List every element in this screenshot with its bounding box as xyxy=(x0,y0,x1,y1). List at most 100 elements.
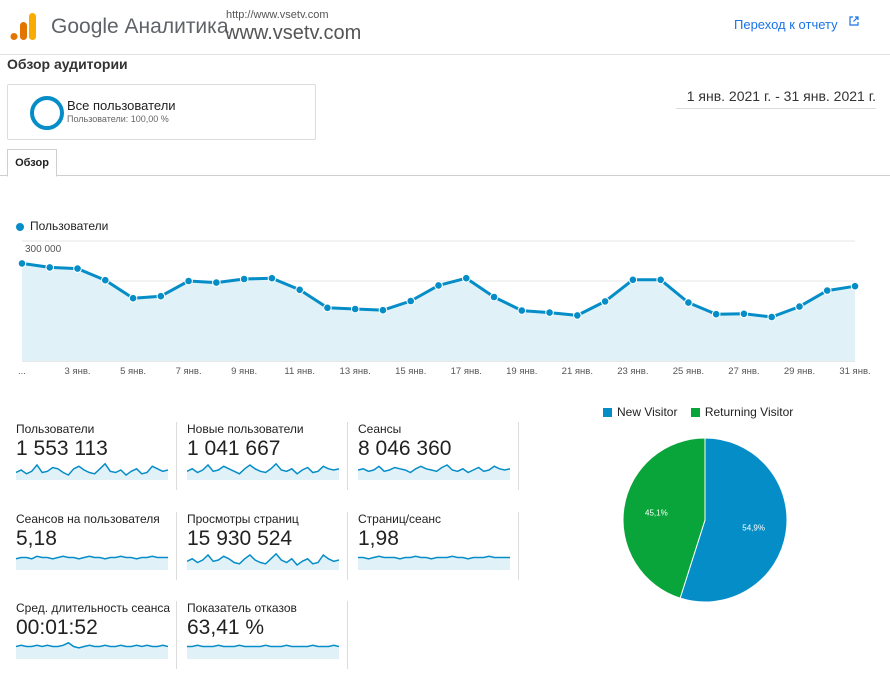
sparkline-line xyxy=(16,555,168,560)
site-url: www.vsetv.com xyxy=(225,22,362,44)
pie-slice-label: 54,9% xyxy=(742,524,765,533)
metric-sparkline xyxy=(358,555,510,570)
returning-visitor-swatch xyxy=(690,408,700,418)
y-tick-label: 300 000 xyxy=(25,244,62,255)
metric-sparkline xyxy=(187,462,339,480)
x-tick-label: ... xyxy=(18,366,26,377)
new-visitor-swatch xyxy=(603,408,612,418)
data-point xyxy=(711,309,721,319)
data-point xyxy=(239,274,249,284)
brand-name: Google Аналитика xyxy=(51,15,229,38)
metric-sparkline xyxy=(358,464,510,480)
sparkline-fill xyxy=(16,556,168,570)
segment-name: Все пользователи xyxy=(67,98,176,113)
x-tick-label: 3 янв. xyxy=(65,366,91,377)
metric-card[interactable]: Просмотры страниц 15 930 524 xyxy=(187,512,347,584)
x-tick-label: 5 янв. xyxy=(120,366,146,377)
chart-legend: Пользователи xyxy=(16,219,108,233)
data-point xyxy=(684,298,693,307)
metric-card[interactable]: Новые пользователи 1 041 667 xyxy=(187,422,347,494)
metric-label: Сред. длительность сеанса xyxy=(16,601,171,615)
data-point xyxy=(517,306,527,315)
data-point xyxy=(406,296,416,306)
sparkline-fill xyxy=(187,553,339,570)
metric-label: Сеансов на пользователя xyxy=(16,512,160,526)
metric-sparkline xyxy=(16,641,168,659)
tab-bar-line xyxy=(0,175,890,176)
go-to-report-link[interactable]: Переход к отчету xyxy=(734,17,838,32)
metric-card[interactable]: Сеансы 8 046 360 xyxy=(358,422,518,494)
data-point xyxy=(295,285,304,295)
data-point xyxy=(822,286,832,295)
metric-value: 63,41 % xyxy=(187,616,265,639)
metric-card[interactable]: Страниц/сеанс 1,98 xyxy=(358,512,518,584)
x-tick-label: 19 янв. xyxy=(506,366,537,377)
legend-returning-visitor: Returning Visitor xyxy=(704,405,794,419)
data-point xyxy=(628,275,638,285)
sparkline-line xyxy=(358,464,510,474)
metric-divider xyxy=(176,512,177,580)
metric-value: 00:01:52 xyxy=(16,616,98,639)
date-range-picker[interactable]: 1 янв. 2021 г. - 31 янв. 2021 г. xyxy=(676,88,876,109)
data-point xyxy=(101,275,110,285)
x-tick-label: 25 янв. xyxy=(673,366,704,377)
users-area-fill xyxy=(22,263,855,361)
metric-divider xyxy=(347,601,348,669)
metric-label: Пользователи xyxy=(16,422,95,436)
pie-legend: New Visitor Returning Visitor xyxy=(603,405,793,419)
sparkline-fill xyxy=(187,463,339,480)
x-tick-label: 29 янв. xyxy=(784,366,815,377)
pie-slice xyxy=(679,437,788,603)
x-tick-label: 9 янв. xyxy=(231,366,257,377)
pie-slice xyxy=(622,437,706,599)
data-point xyxy=(156,291,166,301)
site-url-small: http://www.vsetv.com xyxy=(226,9,329,21)
metric-divider xyxy=(518,422,519,490)
metric-value: 5,18 xyxy=(16,527,57,550)
page-title: Обзор аудитории xyxy=(7,56,128,72)
segment-card[interactable]: Все пользователи Пользователи: 100,00 % xyxy=(7,84,316,140)
data-point xyxy=(656,275,665,285)
data-point xyxy=(378,305,388,315)
sparkline-line xyxy=(187,462,339,475)
top-bar: Google Аналитика http://www.vsetv.com ww… xyxy=(0,0,890,55)
metric-label: Страниц/сеанс xyxy=(358,512,442,526)
legend-dot-icon xyxy=(16,222,24,231)
legend-label-users: Пользователи xyxy=(30,219,109,233)
data-point xyxy=(212,278,221,287)
metric-divider xyxy=(347,512,348,580)
data-point xyxy=(17,259,27,268)
sparkline-line xyxy=(187,552,339,567)
visitor-pie-chart[interactable]: 54,9% 45,1% xyxy=(610,425,800,615)
pie-slice-label: 45,1% xyxy=(645,508,668,517)
data-point xyxy=(545,308,554,317)
tab-overview[interactable]: Обзор xyxy=(7,149,57,177)
sparkline-line xyxy=(16,462,168,476)
metric-card[interactable]: Сред. длительность сеанса 00:01:52 xyxy=(16,601,176,673)
legend-new-visitor: New Visitor xyxy=(617,405,678,419)
segment-ring-icon xyxy=(30,96,64,130)
sparkline-line xyxy=(16,641,168,649)
x-tick-label: 13 янв. xyxy=(340,366,371,377)
external-link-icon[interactable] xyxy=(849,16,859,26)
metric-card[interactable]: Показатель отказов 63,41 % xyxy=(187,601,347,673)
data-point xyxy=(600,297,610,306)
metric-label: Показатель отказов xyxy=(187,601,297,615)
x-tick-label: 31 янв. xyxy=(839,366,870,377)
metric-value: 1 553 113 xyxy=(16,437,108,460)
analytics-logo-icon[interactable] xyxy=(10,12,36,40)
sparkline-fill xyxy=(16,463,168,480)
users-line-chart[interactable]: 300 000200 000100 000...3 янв.5 янв.7 ян… xyxy=(0,235,890,385)
data-point xyxy=(267,273,277,283)
data-point xyxy=(850,281,860,291)
x-tick-label: 15 янв. xyxy=(395,366,426,377)
data-point xyxy=(795,302,804,311)
x-tick-label: 17 янв. xyxy=(451,366,482,377)
metric-card[interactable]: Сеансов на пользователя 5,18 xyxy=(16,512,176,584)
metric-sparkline xyxy=(187,644,339,659)
metric-card[interactable]: Пользователи 1 553 113 xyxy=(16,422,176,494)
metric-value: 8 046 360 xyxy=(358,437,452,460)
sparkline-line xyxy=(358,555,510,560)
data-point xyxy=(739,309,749,319)
metric-label: Просмотры страниц xyxy=(187,512,299,526)
